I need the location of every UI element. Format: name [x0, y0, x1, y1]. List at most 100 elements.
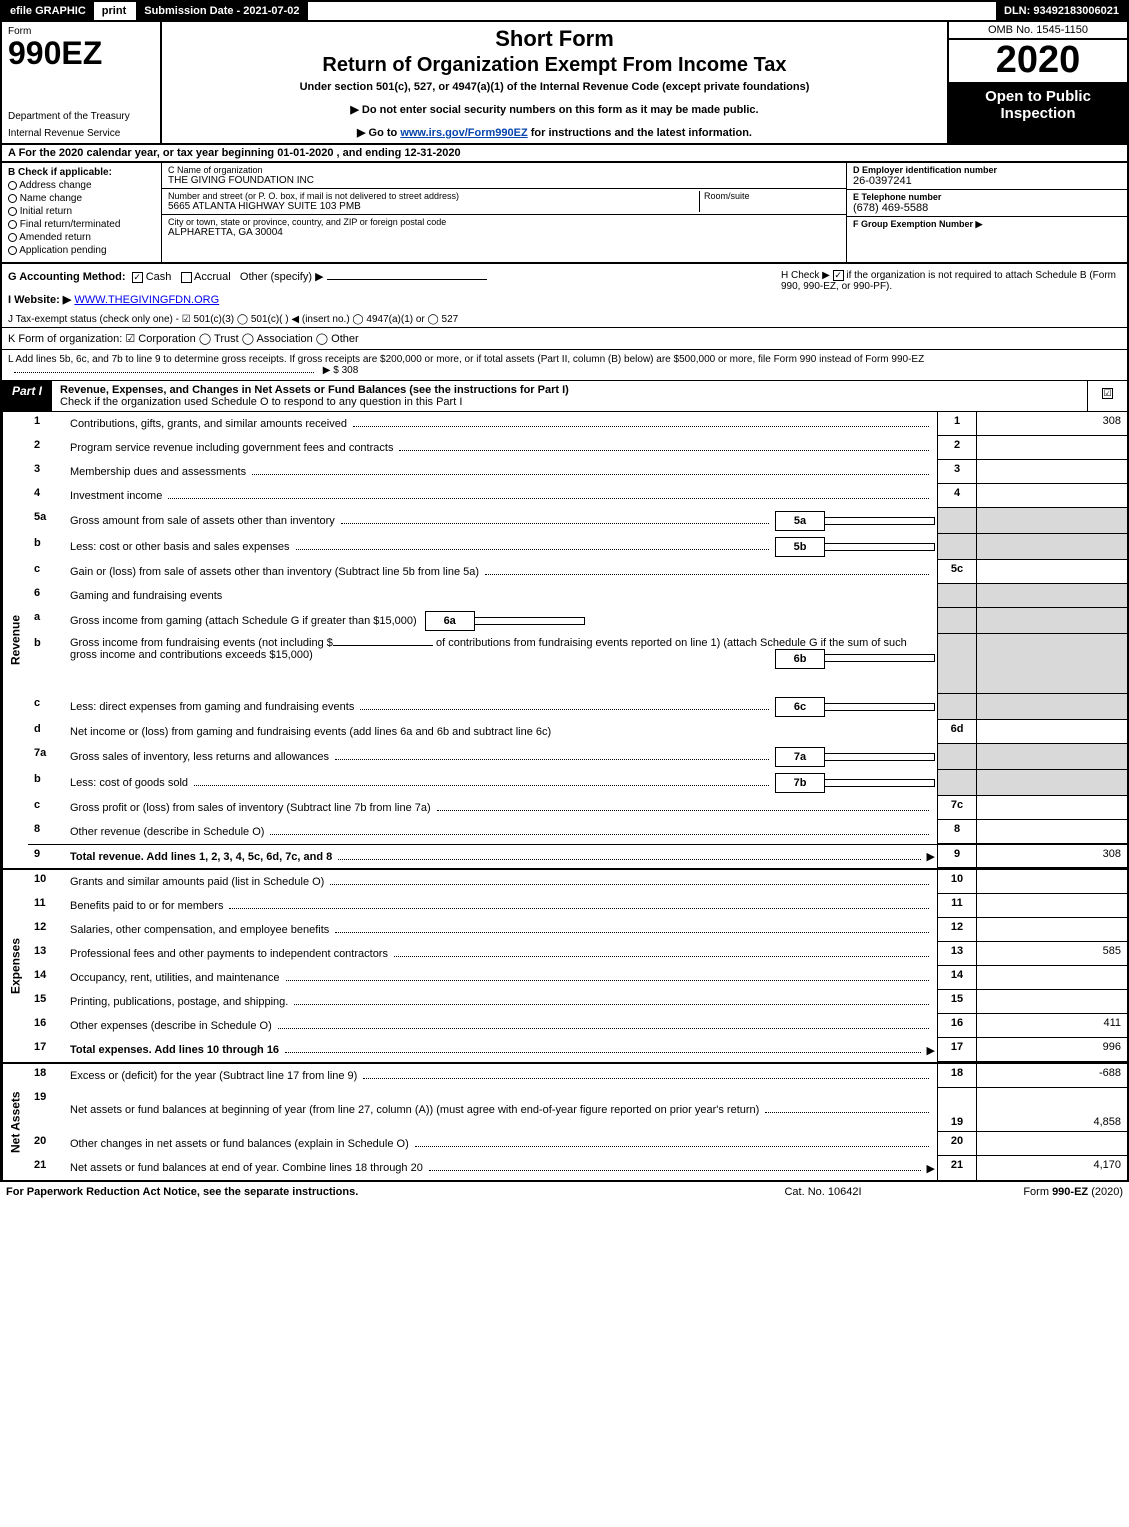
- schedule-b-checkbox[interactable]: ✓: [833, 270, 844, 281]
- opt-final-return[interactable]: Final return/terminated: [8, 219, 155, 230]
- line-4-value: [977, 484, 1127, 508]
- form-footer: Form 990-EZ (2020): [923, 1186, 1123, 1198]
- opt-name-change[interactable]: Name change: [8, 193, 155, 204]
- line-7c-value: [977, 796, 1127, 820]
- line-5c: c Gain or (loss) from sale of assets oth…: [28, 560, 1127, 584]
- efile-label: efile GRAPHIC: [2, 2, 94, 20]
- line-6b-value: [825, 654, 935, 662]
- line-2: 2 Program service revenue including gove…: [28, 436, 1127, 460]
- city-value: ALPHARETTA, GA 30004: [168, 227, 840, 238]
- ein-value: 26-0397241: [853, 175, 1121, 187]
- opt-amended-return[interactable]: Amended return: [8, 232, 155, 243]
- subtitle: Under section 501(c), 527, or 4947(a)(1)…: [168, 81, 941, 93]
- row-l-gross-receipts: L Add lines 5b, 6c, and 7b to line 9 to …: [0, 350, 1129, 381]
- dept-irs: Internal Revenue Service: [8, 128, 154, 139]
- open-to-public: Open to Public Inspection: [949, 84, 1127, 143]
- line-21-value: 4,170: [977, 1156, 1127, 1180]
- org-name: THE GIVING FOUNDATION INC: [168, 175, 840, 186]
- irs-link[interactable]: www.irs.gov/Form990EZ: [400, 127, 527, 139]
- header-center: Short Form Return of Organization Exempt…: [162, 22, 947, 143]
- line-13: 13 Professional fees and other payments …: [28, 942, 1127, 966]
- line-6d: d Net income or (loss) from gaming and f…: [28, 720, 1127, 744]
- cat-no: Cat. No. 10642I: [723, 1186, 923, 1198]
- line-16: 16 Other expenses (describe in Schedule …: [28, 1014, 1127, 1038]
- row-j-tax-exempt: J Tax-exempt status (check only one) - ☑…: [0, 312, 1129, 328]
- opt-address-change[interactable]: Address change: [8, 180, 155, 191]
- line-12: 12 Salaries, other compensation, and emp…: [28, 918, 1127, 942]
- form-number: 990EZ: [8, 37, 154, 69]
- print-button[interactable]: print: [94, 2, 134, 20]
- line-1: 1 Contributions, gifts, grants, and simi…: [28, 412, 1127, 436]
- line-21: 21 Net assets or fund balances at end of…: [28, 1156, 1127, 1180]
- tax-year: 2020: [949, 40, 1127, 84]
- line-6a-value: [475, 617, 585, 625]
- line-10-value: [977, 870, 1127, 894]
- line-8-value: [977, 820, 1127, 844]
- part-i-tab: Part I: [2, 381, 52, 411]
- part-i-check[interactable]: ☑: [1087, 381, 1127, 411]
- line-14-value: [977, 966, 1127, 990]
- accrual-checkbox[interactable]: [181, 272, 192, 283]
- line-5b: b Less: cost or other basis and sales ex…: [28, 534, 1127, 560]
- line-4: 4 Investment income 4: [28, 484, 1127, 508]
- line-6a: a Gross income from gaming (attach Sched…: [28, 608, 1127, 634]
- line-7a-value: [825, 753, 935, 761]
- ssn-warning: ▶ Do not enter social security numbers o…: [168, 103, 941, 116]
- line-20-value: [977, 1132, 1127, 1156]
- line-2-value: [977, 436, 1127, 460]
- addr-value: 5665 ATLANTA HIGHWAY SUITE 103 PMB: [168, 201, 695, 212]
- line-6d-value: [977, 720, 1127, 744]
- short-form-title: Short Form: [168, 26, 941, 52]
- line-7b: b Less: cost of goods sold 7b: [28, 770, 1127, 796]
- line-6c-value: [825, 703, 935, 711]
- page-footer: For Paperwork Reduction Act Notice, see …: [0, 1182, 1129, 1202]
- row-g-h: G Accounting Method: ✓ Cash Accrual Othe…: [0, 264, 1129, 312]
- website-row: I Website: ▶ WWW.THEGIVINGFDN.ORG: [8, 293, 781, 306]
- col-b-checkboxes: B Check if applicable: Address change Na…: [2, 163, 162, 262]
- header-left: Form 990EZ Department of the Treasury In…: [2, 22, 162, 143]
- dln-label: DLN: 93492183006021: [996, 2, 1127, 20]
- line-12-value: [977, 918, 1127, 942]
- goto-instructions: ▶ Go to www.irs.gov/Form990EZ for instru…: [168, 126, 941, 139]
- line-13-value: 585: [977, 942, 1127, 966]
- expenses-vtab: Expenses: [2, 870, 28, 1062]
- row-a-tax-year: A For the 2020 calendar year, or tax yea…: [0, 145, 1129, 163]
- main-title: Return of Organization Exempt From Incom…: [168, 54, 941, 77]
- line-8: 8 Other revenue (describe in Schedule O)…: [28, 820, 1127, 844]
- col-c-org-info: C Name of organization THE GIVING FOUNDA…: [162, 163, 847, 262]
- line-18: 18 Excess or (deficit) for the year (Sub…: [28, 1064, 1127, 1088]
- line-14: 14 Occupancy, rent, utilities, and maint…: [28, 966, 1127, 990]
- header-right: OMB No. 1545-1150 2020 Open to Public In…: [947, 22, 1127, 143]
- revenue-vtab: Revenue: [2, 412, 28, 868]
- paperwork-notice: For Paperwork Reduction Act Notice, see …: [6, 1186, 723, 1198]
- phone-value: (678) 469-5588: [853, 202, 1121, 214]
- top-bar: efile GRAPHIC print Submission Date - 20…: [0, 0, 1129, 20]
- line-5a-value: [825, 517, 935, 525]
- line-17-value: 996: [977, 1038, 1127, 1062]
- opt-application-pending[interactable]: Application pending: [8, 245, 155, 256]
- row-k-form-of-org: K Form of organization: ☑ Corporation ◯ …: [0, 328, 1129, 350]
- line-9: 9 Total revenue. Add lines 1, 2, 3, 4, 5…: [28, 844, 1127, 868]
- line-3: 3 Membership dues and assessments 3: [28, 460, 1127, 484]
- row-h-text: if the organization is not required to a…: [781, 270, 1116, 292]
- line-7c: c Gross profit or (loss) from sales of i…: [28, 796, 1127, 820]
- opt-initial-return[interactable]: Initial return: [8, 206, 155, 217]
- accounting-method: G Accounting Method: ✓ Cash Accrual Othe…: [8, 270, 781, 283]
- col-d-e-f: D Employer identification number 26-0397…: [847, 163, 1127, 262]
- line-19: 19 Net assets or fund balances at beginn…: [28, 1088, 1127, 1132]
- phone-label: E Telephone number: [853, 192, 1121, 202]
- line-7a: 7a Gross sales of inventory, less return…: [28, 744, 1127, 770]
- line-20: 20 Other changes in net assets or fund b…: [28, 1132, 1127, 1156]
- website-link[interactable]: WWW.THEGIVINGFDN.ORG: [74, 294, 219, 306]
- line-6b: b Gross income from fundraising events (…: [28, 634, 1127, 694]
- dept-treasury: Department of the Treasury: [8, 111, 154, 122]
- row-l-amount: ▶ $ 308: [323, 365, 359, 376]
- block-b-c-def: B Check if applicable: Address change Na…: [0, 163, 1129, 264]
- other-specify-input[interactable]: [327, 279, 487, 280]
- part-i-header: Part I Revenue, Expenses, and Changes in…: [0, 381, 1129, 412]
- cash-checkbox[interactable]: ✓: [132, 272, 143, 283]
- col-b-label: B Check if applicable:: [8, 167, 155, 178]
- omb-number: OMB No. 1545-1150: [949, 22, 1127, 40]
- row-h: H Check ▶ ✓ if the organization is not r…: [781, 270, 1121, 306]
- submission-date: Submission Date - 2021-07-02: [134, 2, 309, 20]
